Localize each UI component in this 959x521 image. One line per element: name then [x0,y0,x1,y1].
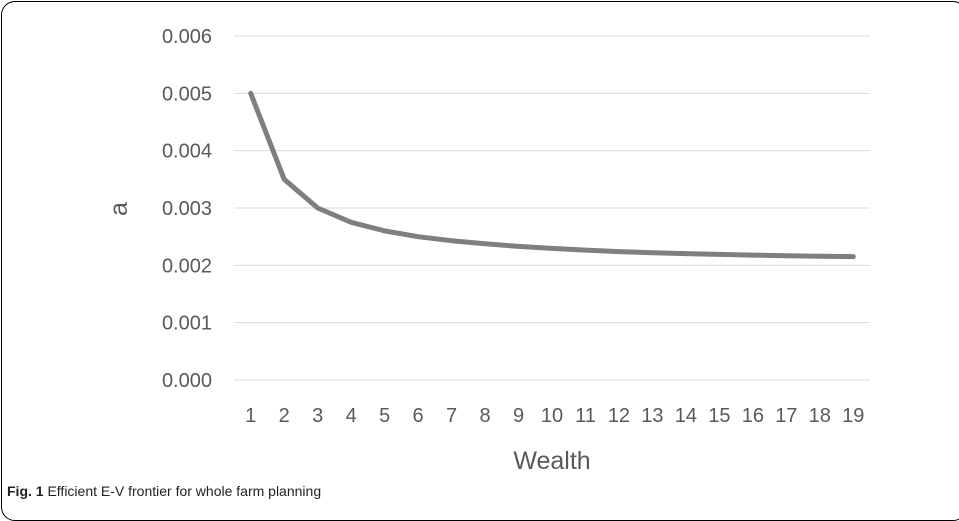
x-tick-labels: 1 2 3 4 5 6 7 8 9 10 11 12 13 14 15 16 17 18 19 [245,405,864,427]
x-tick-label: 5 [379,405,390,427]
x-tick-label: 11 [575,405,596,427]
y-tick-label: 0.002 [162,255,212,277]
x-tick-label: 19 [842,405,864,427]
y-tick-label: 0.005 [162,83,212,105]
x-tick-label: 10 [541,405,563,427]
x-tick-label: 13 [641,405,663,427]
x-tick-label: 1 [245,405,256,427]
x-tick-label: 2 [279,405,290,427]
x-tick-label: 8 [479,405,490,427]
x-tick-label: 9 [513,405,524,427]
x-tick-label: 15 [708,405,730,427]
x-tick-label: 12 [608,405,630,427]
x-tick-label: 17 [775,405,797,427]
x-tick-label: 18 [809,405,831,427]
y-tick-label: 0.004 [162,141,212,163]
x-tick-label: 4 [346,405,357,427]
figure-label: Fig. 1 [7,483,44,499]
x-tick-label: 6 [413,405,424,427]
y-tick-label: 0.006 [162,26,212,48]
y-tick-label: 0.000 [162,370,212,392]
y-tick-label: 0.003 [162,198,212,220]
figure-caption: Fig. 1 Efficient E-V frontier for whole … [7,483,321,499]
x-tick-label: 16 [742,405,764,427]
series-line [248,90,856,260]
gridlines [234,35,870,381]
figure-caption-text: Efficient E-V frontier for whole farm pl… [47,483,322,499]
x-axis-title: Wealth [513,447,590,475]
y-axis-title: a [105,202,133,216]
y-tick-labels: 0.000 0.001 0.002 0.003 0.004 0.005 0.006 [162,26,212,392]
y-tick-label: 0.001 [162,313,212,335]
x-tick-label: 7 [446,405,457,427]
x-tick-label: 3 [312,405,323,427]
x-tick-label: 14 [675,405,697,427]
